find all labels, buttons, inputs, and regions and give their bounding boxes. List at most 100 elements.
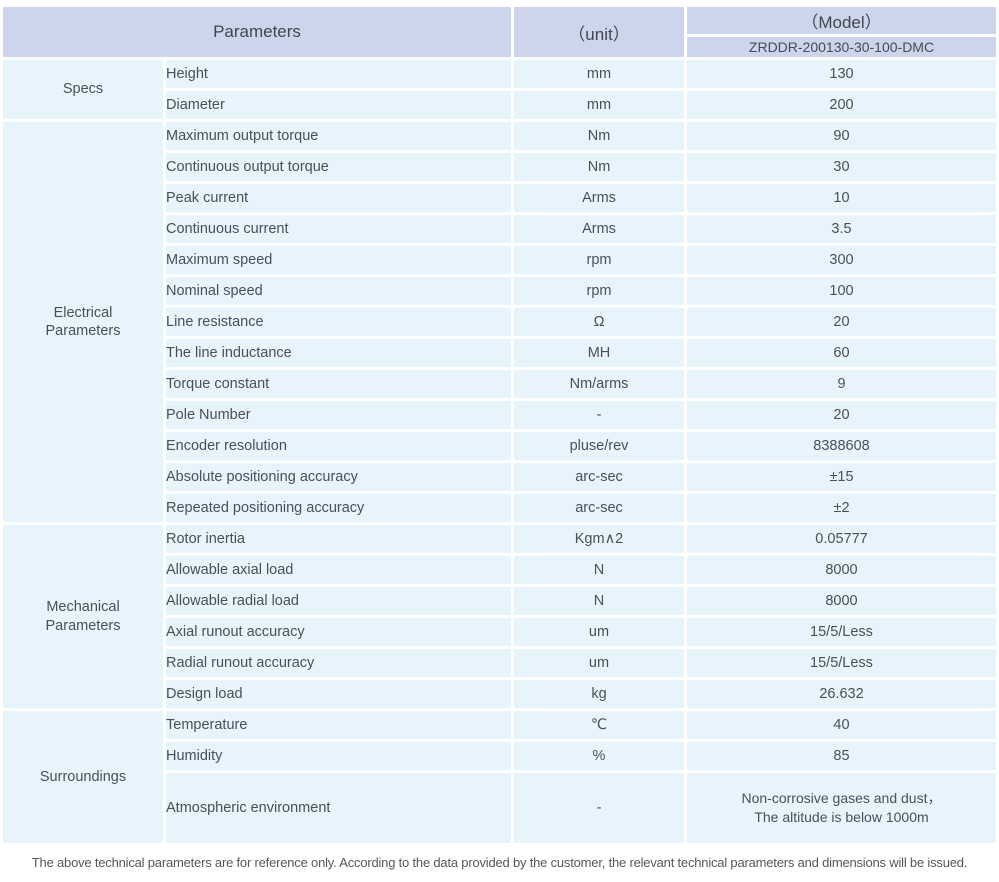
table-row: Continuous current Arms 3.5 [3,215,996,243]
value-cell: 60 [687,339,996,367]
param-name-cell: Diameter [166,91,511,119]
unit-cell: Nm [514,122,684,150]
unit-cell: arc-sec [514,494,684,522]
table-row: Repeated positioning accuracy arc-sec ±2 [3,494,996,522]
value-cell: 10 [687,184,996,212]
unit-cell: Arms [514,184,684,212]
table-row: Axial runout accuracy um 15/5/Less [3,618,996,646]
value-cell: Non-corrosive gases and dust， The altitu… [687,773,996,843]
value-cell: 100 [687,277,996,305]
value-cell: 20 [687,308,996,336]
value-cell: 15/5/Less [687,649,996,677]
category-label: Surroundings [39,768,127,785]
table-row: Continuous output torque Nm 30 [3,153,996,181]
table-row: Electrical Parameters Maximum output tor… [3,122,996,522]
category-cell-electrical: Electrical Parameters [3,122,163,522]
value-cell: 8000 [687,556,996,584]
value-cell: 8000 [687,587,996,615]
table-row: Diameter mm 200 [3,91,996,119]
table-row: Humidity % 85 [3,742,996,770]
table-row: Allowable radial load N 8000 [3,587,996,615]
param-name-cell: Absolute positioning accuracy [166,463,511,491]
param-name-cell: Allowable axial load [166,556,511,584]
value-cell: 3.5 [687,215,996,243]
category-label: Specs [62,81,104,98]
column-header-unit: （unit） [514,7,684,57]
unit-cell: Nm/arms [514,370,684,398]
value-cell: ±15 [687,463,996,491]
header-row-top: Parameters （unit） （Model） [3,7,996,57]
table-row: Peak current Arms 10 [3,184,996,212]
table-row: Mechanical Parameters Rotor inertia Kgm∧… [3,525,996,708]
value-cell: 130 [687,60,996,88]
table-row: Maximum speed rpm 300 [3,246,996,274]
value-cell: 15/5/Less [687,618,996,646]
unit-cell: Arms [514,215,684,243]
table-row: Allowable axial load N 8000 [3,556,996,584]
unit-cell: ℃ [514,711,684,739]
column-header-parameters: Parameters [3,7,511,57]
unit-cell: mm [514,60,684,88]
table-row: Design load kg 26.632 [3,680,996,708]
param-name-cell: Torque constant [166,370,511,398]
unit-cell: - [514,773,684,843]
category-label: Electrical Parameters [45,304,121,339]
param-name-cell: Pole Number [166,401,511,429]
param-name-cell: Axial runout accuracy [166,618,511,646]
param-name-cell: Line resistance [166,308,511,336]
param-name-cell: Continuous current [166,215,511,243]
value-cell: 20 [687,401,996,429]
unit-cell: um [514,618,684,646]
category-cell-mechanical: Mechanical Parameters [3,525,163,708]
unit-cell: MH [514,339,684,367]
table-row: Pole Number - 20 [3,401,996,429]
param-name-cell: Maximum speed [166,246,511,274]
param-name-cell: Maximum output torque [166,122,511,150]
value-cell: 300 [687,246,996,274]
param-name-cell: Rotor inertia [166,525,511,553]
param-name-cell: Allowable radial load [166,587,511,615]
unit-cell: pluse/rev [514,432,684,460]
unit-cell: - [514,401,684,429]
column-header-model: （Model） [687,7,996,34]
param-name-cell: Temperature [166,711,511,739]
unit-cell: N [514,556,684,584]
param-name-cell: Radial runout accuracy [166,649,511,677]
param-name-cell: Nominal speed [166,277,511,305]
spec-table: Parameters （unit） （Model） ZRDDR-200130-3… [0,4,999,846]
table-row: Radial runout accuracy um 15/5/Less [3,649,996,677]
table-row: Atmospheric environment - Non-corrosive … [3,773,996,843]
unit-cell: Ω [514,308,684,336]
unit-cell: kg [514,680,684,708]
param-name-cell: Repeated positioning accuracy [166,494,511,522]
param-name-cell: Peak current [166,184,511,212]
category-cell-surroundings: Surroundings [3,711,163,843]
unit-cell: Kgm∧2 [514,525,684,553]
unit-cell: N [514,587,684,615]
model-number: ZRDDR-200130-30-100-DMC [687,37,996,57]
table-row: Encoder resolution pluse/rev 8388608 [3,432,996,460]
value-cell: 90 [687,122,996,150]
value-cell: 8388608 [687,432,996,460]
unit-cell: rpm [514,277,684,305]
param-name-cell: Atmospheric environment [166,773,511,843]
table-row: Absolute positioning accuracy arc-sec ±1… [3,463,996,491]
value-cell: 85 [687,742,996,770]
unit-cell: rpm [514,246,684,274]
table-row: Line resistance Ω 20 [3,308,996,336]
value-cell: ±2 [687,494,996,522]
header-row-model: ZRDDR-200130-30-100-DMC [3,37,996,57]
unit-cell: % [514,742,684,770]
table-row: Nominal speed rpm 100 [3,277,996,305]
table-row: Torque constant Nm/arms 9 [3,370,996,398]
param-name-cell: Humidity [166,742,511,770]
unit-cell: um [514,649,684,677]
table-row: The line inductance MH 60 [3,339,996,367]
param-name-cell: Encoder resolution [166,432,511,460]
param-name-cell: Design load [166,680,511,708]
param-name-cell: Continuous output torque [166,153,511,181]
param-name-cell: The line inductance [166,339,511,367]
unit-cell: arc-sec [514,463,684,491]
param-name-cell: Height [166,60,511,88]
